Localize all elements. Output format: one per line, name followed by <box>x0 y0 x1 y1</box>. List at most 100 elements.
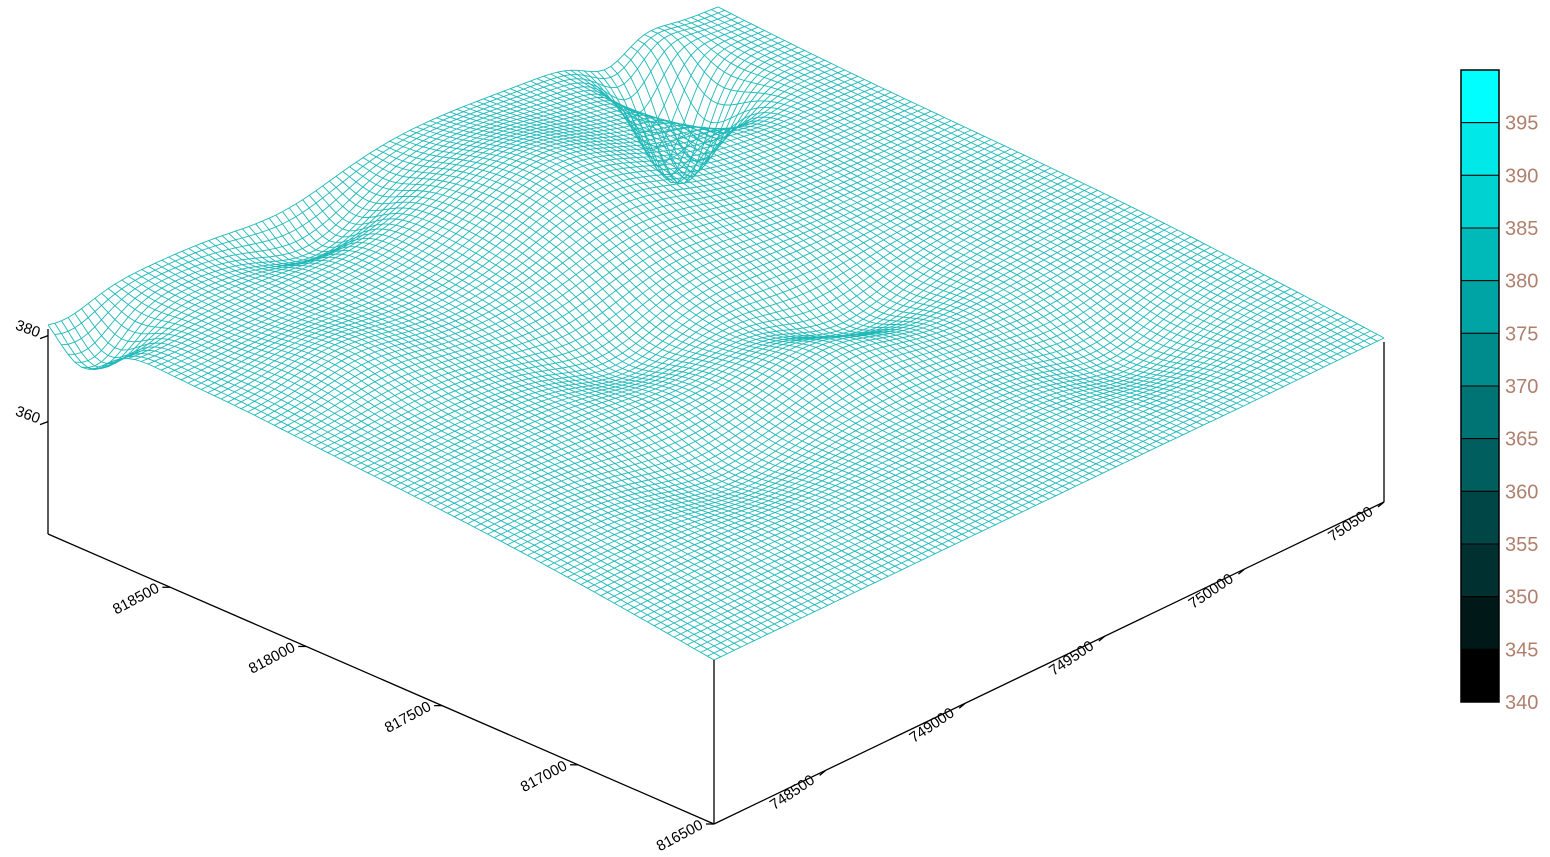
mesh-line-x <box>174 69 845 378</box>
mesh-line-x <box>227 94 898 403</box>
y-tick-label: 818000 <box>246 639 298 678</box>
mesh-line-y <box>704 11 1371 345</box>
color-scale-label: 355 <box>1505 534 1538 556</box>
mesh-line-y <box>74 313 742 648</box>
mesh-line-y <box>697 14 1365 349</box>
mesh-line-y <box>329 180 996 526</box>
x-tick-label: 749500 <box>1046 637 1097 679</box>
mesh-line-y <box>490 95 1157 448</box>
color-scale-label: 365 <box>1505 429 1538 451</box>
mesh-line-y <box>215 237 882 580</box>
mesh-line-y <box>503 90 1170 442</box>
mesh-line-y <box>563 70 1231 413</box>
mesh-line-y <box>188 248 855 593</box>
color-scale-swatch <box>1460 174 1500 229</box>
color-scale-label: 380 <box>1505 271 1538 293</box>
mesh-line-y <box>449 111 1117 468</box>
mesh-line-y <box>87 303 755 642</box>
mesh-line-y <box>630 46 1298 381</box>
color-scale-label: 385 <box>1505 218 1538 240</box>
mesh-line-y <box>61 320 728 654</box>
mesh-line-y <box>282 211 949 548</box>
mesh-line-y <box>691 16 1358 352</box>
mesh-line-y <box>181 250 849 596</box>
mesh-line-y <box>154 262 822 609</box>
mesh-line-x <box>280 120 952 430</box>
x-tick-label: 748500 <box>767 772 818 814</box>
mesh-line-y <box>221 235 889 577</box>
mesh-line-y <box>235 230 902 571</box>
mesh-line-y <box>610 66 1277 391</box>
mesh-line-x <box>327 142 998 454</box>
mesh-line-y <box>335 175 1003 522</box>
color-scale-swatch <box>1460 69 1500 124</box>
color-scale-label: 350 <box>1505 587 1538 609</box>
mesh-line-y <box>349 166 1016 516</box>
x-tick <box>958 702 966 709</box>
mesh-line-x <box>74 20 745 363</box>
color-scale-label: 360 <box>1505 481 1538 503</box>
color-scale-swatch <box>1460 543 1500 598</box>
mesh-line-y <box>141 269 809 616</box>
mesh-line-x <box>334 145 1005 457</box>
mesh-line-y <box>255 223 922 561</box>
mesh-line-y <box>423 123 1090 481</box>
mesh-line-y <box>456 108 1123 465</box>
mesh-line-y <box>315 190 983 532</box>
mesh-line-y <box>670 23 1338 362</box>
z-tick-label: 380 <box>13 317 42 342</box>
color-scale-label: 375 <box>1505 323 1538 345</box>
z-axis: 360 380 <box>13 317 49 427</box>
mesh-line-y <box>168 256 835 603</box>
mesh-line-y <box>664 25 1331 365</box>
mesh-line-y <box>101 292 768 635</box>
mesh-line-y <box>81 308 748 645</box>
mesh-line-x <box>114 40 785 361</box>
color-scale-swatch <box>1460 122 1500 176</box>
color-scale-swatch <box>1460 332 1500 387</box>
mesh-line-y <box>262 220 929 558</box>
mesh-line-y <box>717 6 1385 339</box>
mesh-line-y <box>396 137 1063 494</box>
color-scale-label: 390 <box>1505 165 1538 187</box>
mesh-line-y <box>617 60 1284 388</box>
mesh-line-y <box>483 98 1150 452</box>
mesh-line-y <box>496 93 1164 445</box>
mesh-line-y <box>536 78 1204 426</box>
color-scale-swatch <box>1460 280 1500 334</box>
mesh-line-y <box>108 288 775 632</box>
x-tick <box>1377 501 1385 508</box>
mesh-line-y <box>228 233 896 574</box>
mesh-line-y <box>402 133 1070 490</box>
mesh-line-y <box>322 185 989 529</box>
mesh-line-y <box>436 117 1103 474</box>
color-scale-swatch <box>1460 385 1500 440</box>
mesh-line-y <box>550 73 1217 420</box>
mesh-line-y <box>711 9 1378 342</box>
frame-bottom-left-edge <box>47 533 715 825</box>
mesh-line-y <box>376 148 1043 503</box>
mesh-line-y <box>54 323 721 658</box>
mesh-line-y <box>47 324 715 661</box>
mesh-line-y <box>362 157 1030 510</box>
mesh-line-y <box>416 126 1083 484</box>
mesh-line-y <box>275 214 943 551</box>
x-tick-label: 750500 <box>1325 503 1376 545</box>
mesh-line-y <box>94 297 762 638</box>
mesh-line-y <box>67 317 735 651</box>
color-scale-outline <box>1460 69 1500 703</box>
mesh-line-x <box>314 135 985 447</box>
mesh-line-y <box>409 129 1076 487</box>
mesh-line-y <box>583 70 1251 404</box>
mesh-line-x <box>274 117 945 426</box>
mesh-line-y <box>128 275 795 622</box>
z-tick <box>39 334 49 340</box>
x-tick-label: 750000 <box>1186 570 1237 612</box>
color-scale-swatch <box>1460 596 1500 650</box>
mesh-line-y <box>677 21 1345 358</box>
mesh-line-y <box>510 88 1177 439</box>
mesh-line-y <box>657 27 1324 368</box>
mesh-line-y <box>195 245 862 590</box>
mesh-line-y <box>637 39 1304 378</box>
mesh-line-y <box>201 242 869 587</box>
